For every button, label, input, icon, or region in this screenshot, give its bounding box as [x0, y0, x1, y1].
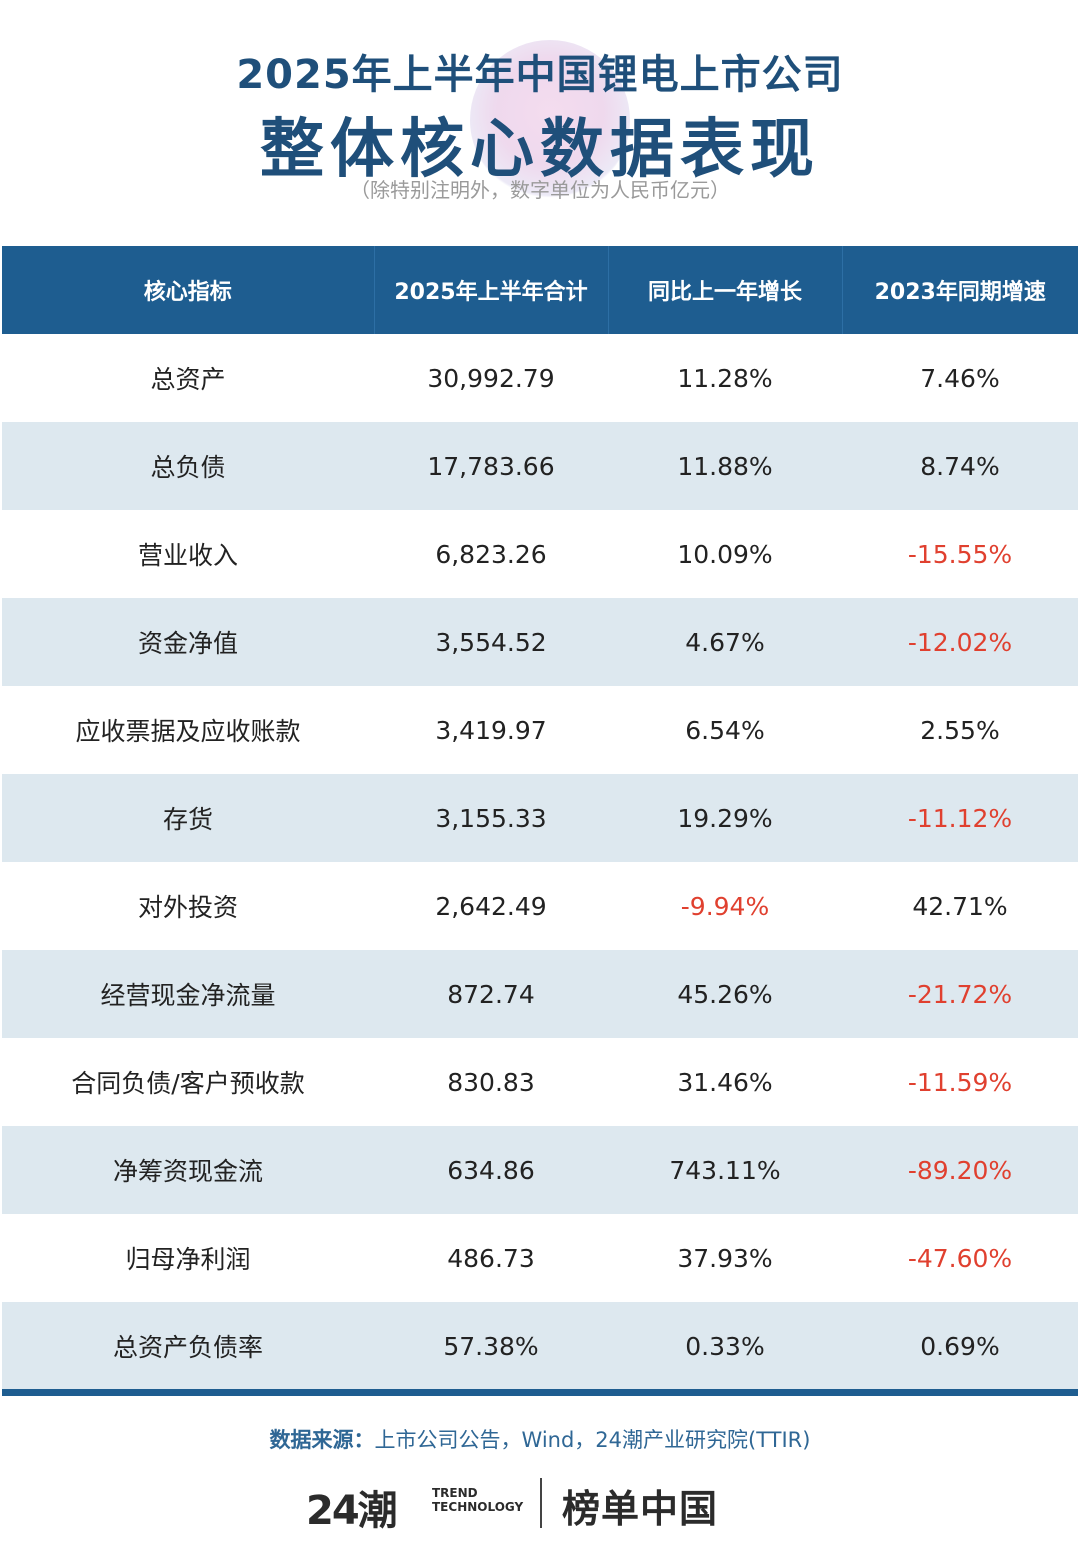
- table-row: 营业收入 6,823.26 10.09% -15.55%: [2, 510, 1078, 598]
- prev-growth-value: -21.72%: [907, 979, 1013, 1009]
- yoy-value: 31.46%: [677, 1067, 773, 1097]
- brand-logo-tagline: TREND TECHNOLOGY: [432, 1486, 523, 1514]
- indicator-name: 存货: [162, 805, 213, 834]
- table-row: 应收票据及应收账款 3,419.97 6.54% 2.55%: [2, 686, 1078, 774]
- yoy-value: 4.67%: [685, 627, 765, 657]
- brand-logo-24chao: 24潮: [306, 1488, 398, 1534]
- indicator-name: 总资产负债率: [112, 1333, 263, 1362]
- watermark-logo: [470, 40, 630, 200]
- indicator-name: 对外投资: [137, 893, 238, 922]
- yoy-value: 6.54%: [685, 715, 765, 745]
- table-bottom-rule: [2, 1389, 1078, 1396]
- prev-growth-value: -11.59%: [907, 1067, 1013, 1097]
- total-value: 30,992.79: [427, 363, 555, 393]
- brand-logo-ranking: 榜单中国: [562, 1487, 719, 1531]
- header-indicator: 核心指标: [2, 246, 375, 334]
- table-row: 总资产负债率 57.38% 0.33% 0.69%: [2, 1302, 1078, 1390]
- yoy-value: 0.33%: [685, 1331, 765, 1361]
- total-value: 6,823.26: [435, 539, 547, 569]
- header-h1-total: 2025年上半年合计: [374, 246, 609, 334]
- indicator-name: 总负债: [150, 453, 226, 482]
- table-row: 归母净利润 486.73 37.93% -47.60%: [2, 1214, 1078, 1302]
- source-label: 数据来源：: [269, 1428, 375, 1452]
- prev-growth-value: 42.71%: [912, 891, 1008, 921]
- yoy-value: -9.94%: [680, 891, 770, 921]
- indicator-name: 总资产: [150, 365, 226, 394]
- logo-divider: [540, 1478, 542, 1528]
- indicator-name: 归母净利润: [125, 1245, 251, 1274]
- table-row: 总负债 17,783.66 11.88% 8.74%: [2, 422, 1078, 510]
- prev-growth-value: 0.69%: [920, 1331, 1000, 1361]
- table-row: 经营现金净流量 872.74 45.26% -21.72%: [2, 950, 1078, 1038]
- indicator-name: 净筹资现金流: [112, 1157, 263, 1186]
- prev-growth-value: 8.74%: [920, 451, 1000, 481]
- header-2023-growth: 2023年同期增速: [874, 280, 1046, 305]
- core-data-table: 核心指标 2025年上半年合计 同比上一年增长 2023年同期增速 总资产 30…: [2, 246, 1078, 1390]
- page-header: 2025年上半年中国锂电上市公司 整体核心数据表现 （除特别注明外，数字单位为人…: [0, 0, 1080, 240]
- yoy-value: 11.28%: [677, 363, 773, 393]
- indicator-name: 营业收入: [137, 541, 238, 570]
- yoy-value: 45.26%: [677, 979, 773, 1009]
- table-row: 对外投资 2,642.49 -9.94% 42.71%: [2, 862, 1078, 950]
- table-row: 净筹资现金流 634.86 743.11% -89.20%: [2, 1126, 1078, 1214]
- indicator-name: 资金净值: [137, 629, 238, 658]
- total-value: 634.86: [447, 1155, 535, 1185]
- prev-growth-value: -47.60%: [907, 1243, 1013, 1273]
- total-value: 17,783.66: [427, 451, 555, 481]
- table-body: 总资产 30,992.79 11.28% 7.46% 总负债 17,783.66…: [2, 334, 1078, 1390]
- prev-growth-value: -89.20%: [907, 1155, 1013, 1185]
- prev-growth-value: -15.55%: [907, 539, 1013, 569]
- yoy-value: 10.09%: [677, 539, 773, 569]
- data-source: 数据来源：上市公司公告，Wind，24潮产业研究院(TTIR): [0, 1424, 1080, 1454]
- prev-growth-value: -11.12%: [907, 803, 1013, 833]
- total-value: 57.38%: [443, 1331, 539, 1361]
- logo-technology-text: TECHNOLOGY: [432, 1500, 524, 1514]
- indicator-name: 应收票据及应收账款: [75, 717, 301, 746]
- total-value: 3,155.33: [435, 803, 547, 833]
- table-row: 总资产 30,992.79 11.28% 7.46%: [2, 334, 1078, 422]
- table-row: 资金净值 3,554.52 4.67% -12.02%: [2, 598, 1078, 686]
- total-value: 3,554.52: [435, 627, 547, 657]
- table-header: 核心指标 2025年上半年合计 同比上一年增长 2023年同期增速: [2, 246, 1078, 334]
- indicator-name: 合同负债/客户预收款: [71, 1069, 305, 1098]
- yoy-value: 11.88%: [677, 451, 773, 481]
- prev-growth-value: -12.02%: [907, 627, 1013, 657]
- logo-trend-text: TREND: [432, 1486, 478, 1500]
- table-row: 存货 3,155.33 19.29% -11.12%: [2, 774, 1078, 862]
- prev-growth-value: 7.46%: [920, 363, 1000, 393]
- page-title-main: 整体核心数据表现: [260, 113, 820, 187]
- yoy-value: 743.11%: [669, 1155, 781, 1185]
- total-value: 3,419.97: [435, 715, 547, 745]
- footer-logos: 24潮 TREND TECHNOLOGY 榜单中国: [300, 1474, 780, 1534]
- total-value: 2,642.49: [435, 891, 547, 921]
- unit-note: （除特别注明外，数字单位为人民币亿元）: [350, 178, 730, 202]
- total-value: 872.74: [447, 979, 535, 1009]
- header-row: 核心指标 2025年上半年合计 同比上一年增长 2023年同期增速: [2, 246, 1078, 334]
- total-value: 830.83: [447, 1067, 535, 1097]
- prev-growth-value: 2.55%: [920, 715, 1000, 745]
- source-text: 上市公司公告，Wind，24潮产业研究院(TTIR): [374, 1428, 811, 1452]
- yoy-value: 37.93%: [677, 1243, 773, 1273]
- header-yoy-growth: 同比上一年增长: [608, 246, 843, 334]
- total-value: 486.73: [447, 1243, 535, 1273]
- yoy-value: 19.29%: [677, 803, 773, 833]
- page-title: 2025年上半年中国锂电上市公司: [236, 52, 844, 98]
- indicator-name: 经营现金净流量: [100, 981, 276, 1010]
- table-row: 合同负债/客户预收款 830.83 31.46% -11.59%: [2, 1038, 1078, 1126]
